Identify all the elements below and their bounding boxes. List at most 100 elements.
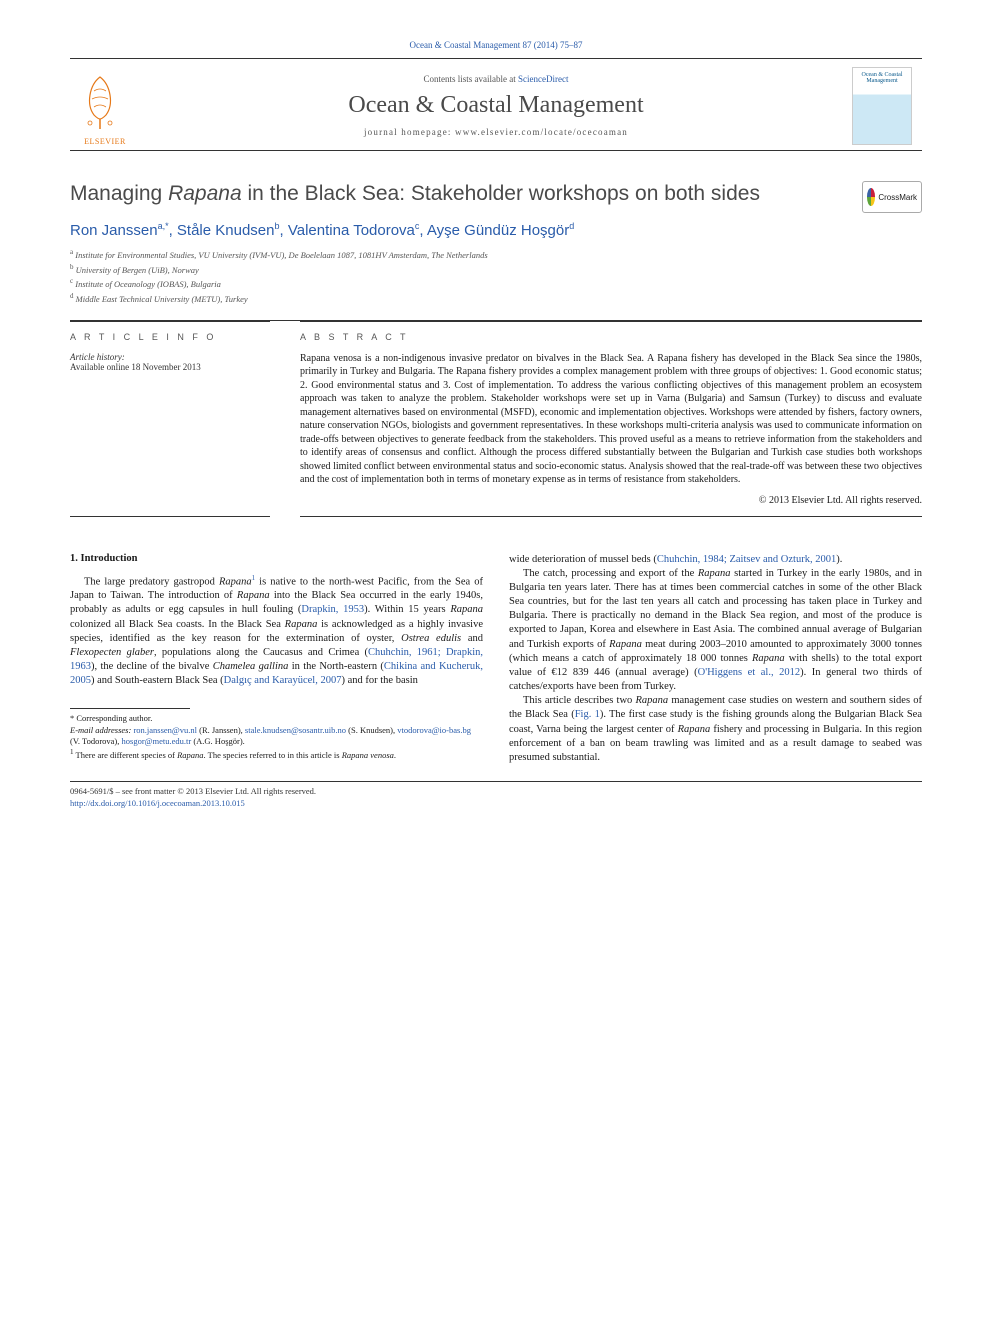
affiliation-b: b University of Bergen (UiB), Norway bbox=[70, 262, 922, 277]
abstract-column: A B S T R A C T Rapana venosa is a non-i… bbox=[300, 321, 922, 517]
t: The catch, processing and export of the bbox=[523, 568, 698, 579]
issn-copyright-line: 0964-5691/$ – see front matter © 2013 El… bbox=[70, 786, 922, 797]
email-link-1[interactable]: ron.janssen@vu.nl bbox=[133, 725, 197, 735]
citation-link[interactable]: Chuhchin, 1984; Zaitsev and Ozturk, 2001 bbox=[657, 554, 836, 565]
t: Rapana bbox=[635, 695, 668, 706]
homepage-url[interactable]: www.elsevier.com/locate/ocecoaman bbox=[455, 127, 628, 137]
t: There are different species of bbox=[76, 750, 178, 760]
footer: 0964-5691/$ – see front matter © 2013 El… bbox=[70, 786, 922, 809]
intro-paragraph-1: The large predatory gastropod Rapana1 is… bbox=[70, 574, 483, 689]
t: Rapana bbox=[285, 619, 318, 630]
author-3: Valentina Todorova bbox=[288, 222, 415, 239]
footnote-1: 1 There are different species of Rapana.… bbox=[70, 748, 483, 761]
affiliations: a Institute for Environmental Studies, V… bbox=[70, 247, 922, 305]
affiliation-c: c Institute of Oceanology (IOBAS), Bulga… bbox=[70, 276, 922, 291]
citation-link[interactable]: Drapkin, 1953 bbox=[301, 604, 364, 615]
email-label: E-mail addresses: bbox=[70, 725, 131, 735]
t: and bbox=[461, 633, 483, 644]
t: Flexopecten glaber bbox=[70, 647, 154, 658]
t: ) and South-eastern Black Sea ( bbox=[91, 675, 224, 686]
affiliation-d-text: Middle East Technical University (METU),… bbox=[76, 294, 248, 304]
t: The large predatory gastropod bbox=[84, 576, 219, 587]
email-link-4[interactable]: hosgor@metu.edu.tr bbox=[122, 736, 192, 746]
t: (S. Knudsen), bbox=[348, 725, 395, 735]
t: This article describes two bbox=[523, 695, 635, 706]
right-column: wide deterioration of mussel beds (Chuhc… bbox=[509, 553, 922, 766]
t: Rapana bbox=[219, 576, 252, 587]
footer-rule: 0964-5691/$ – see front matter © 2013 El… bbox=[70, 781, 922, 809]
t: , populations along the Caucasus and Cri… bbox=[154, 647, 368, 658]
affiliation-d: d Middle East Technical University (METU… bbox=[70, 291, 922, 306]
contents-available-line: Contents lists available at ScienceDirec… bbox=[144, 74, 848, 84]
email-link-3[interactable]: vtodorova@io-bas.bg bbox=[397, 725, 471, 735]
doi-link[interactable]: http://dx.doi.org/10.1016/j.ocecoaman.20… bbox=[70, 798, 245, 808]
email-link-2[interactable]: stale.knudsen@sosantr.uib.no bbox=[245, 725, 346, 735]
author-2-sup: b bbox=[275, 221, 280, 231]
author-1-sup: a,* bbox=[158, 221, 169, 231]
t: . bbox=[394, 750, 396, 760]
author-4: Ayşe Gündüz Hoşgör bbox=[427, 222, 569, 239]
sciencedirect-link[interactable]: ScienceDirect bbox=[518, 74, 568, 84]
affiliation-a: a Institute for Environmental Studies, V… bbox=[70, 247, 922, 262]
author-3-sup: c bbox=[415, 221, 420, 231]
t: . The species referred to in this articl… bbox=[204, 750, 342, 760]
author-2: Ståle Knudsen bbox=[177, 222, 275, 239]
article-info-label: A R T I C L E I N F O bbox=[70, 332, 270, 342]
crossmark-icon bbox=[867, 188, 875, 206]
t: Chamelea gallina bbox=[213, 661, 289, 672]
t: ). Within 15 years bbox=[364, 604, 450, 615]
left-column: 1. Introduction The large predatory gast… bbox=[70, 553, 483, 766]
available-online-date: Available online 18 November 2013 bbox=[70, 362, 270, 372]
masthead-center: Contents lists available at ScienceDirec… bbox=[144, 74, 848, 137]
footnotes: * Corresponding author. E-mail addresses… bbox=[70, 713, 483, 761]
journal-cover-label: Ocean & Coastal Management bbox=[853, 68, 911, 89]
author-list: Ron Janssena,*, Ståle Knudsenb, Valentin… bbox=[70, 221, 922, 239]
journal-cover-thumbnail: Ocean & Coastal Management bbox=[852, 67, 912, 145]
t: (A.G. Hoşgör). bbox=[193, 736, 244, 746]
t: started in Turkey in the early 1980s, an… bbox=[509, 568, 922, 650]
t: Rapana bbox=[752, 653, 785, 664]
journal-cover-block: Ocean & Coastal Management bbox=[852, 67, 922, 145]
author-4-sup: d bbox=[569, 221, 574, 231]
t: Rapana bbox=[678, 724, 711, 735]
title-italic: Rapana bbox=[168, 182, 242, 205]
header-citation: Ocean & Coastal Management 87 (2014) 75–… bbox=[70, 40, 922, 50]
t: Rapana bbox=[450, 604, 483, 615]
footnote-rule bbox=[70, 708, 190, 709]
contents-prefix: Contents lists available at bbox=[424, 74, 518, 84]
t: ), the decline of the bivalve bbox=[91, 661, 213, 672]
info-abstract-grid: A R T I C L E I N F O Article history: A… bbox=[70, 321, 922, 517]
body-two-column: 1. Introduction The large predatory gast… bbox=[70, 553, 922, 766]
author-1: Ron Janssen bbox=[70, 222, 158, 239]
t: Rapana bbox=[698, 568, 731, 579]
t: Rapana bbox=[177, 750, 203, 760]
figure-link[interactable]: Fig. 1 bbox=[575, 709, 600, 720]
title-suffix: in the Black Sea: Stakeholder workshops … bbox=[242, 182, 760, 205]
citation-link[interactable]: Dalgıç and Karayücel, 2007 bbox=[224, 675, 342, 686]
article-info-column: A R T I C L E I N F O Article history: A… bbox=[70, 321, 270, 517]
t: wide deterioration of mussel beds ( bbox=[509, 554, 657, 565]
publisher-logo-block: ELSEVIER bbox=[70, 65, 140, 146]
t: ). bbox=[836, 554, 842, 565]
email-addresses: E-mail addresses: ron.janssen@vu.nl (R. … bbox=[70, 725, 483, 748]
t: (R. Janssen), bbox=[199, 725, 243, 735]
section-1-heading: 1. Introduction bbox=[70, 553, 483, 564]
corresponding-author-note: * Corresponding author. bbox=[70, 713, 483, 724]
journal-title: Ocean & Coastal Management bbox=[144, 92, 848, 119]
affiliation-a-text: Institute for Environmental Studies, VU … bbox=[75, 250, 487, 260]
t: Ostrea edulis bbox=[401, 633, 461, 644]
journal-homepage: journal homepage: www.elsevier.com/locat… bbox=[144, 127, 848, 137]
crossmark-badge[interactable]: CrossMark bbox=[862, 181, 922, 213]
t: Rapana bbox=[237, 590, 270, 601]
t: Rapana bbox=[609, 639, 642, 650]
publisher-name: ELSEVIER bbox=[70, 137, 140, 146]
t: in the North-eastern ( bbox=[288, 661, 384, 672]
masthead: ELSEVIER Contents lists available at Sci… bbox=[70, 59, 922, 151]
citation-link[interactable]: O'Higgens et al., 2012 bbox=[698, 667, 801, 678]
affiliation-b-text: University of Bergen (UiB), Norway bbox=[76, 265, 199, 275]
abstract-label: A B S T R A C T bbox=[300, 332, 922, 342]
article-history-heading: Article history: bbox=[70, 352, 270, 362]
t: ) and for the basin bbox=[341, 675, 417, 686]
homepage-prefix: journal homepage: bbox=[364, 127, 455, 137]
copyright-line: © 2013 Elsevier Ltd. All rights reserved… bbox=[300, 495, 922, 506]
